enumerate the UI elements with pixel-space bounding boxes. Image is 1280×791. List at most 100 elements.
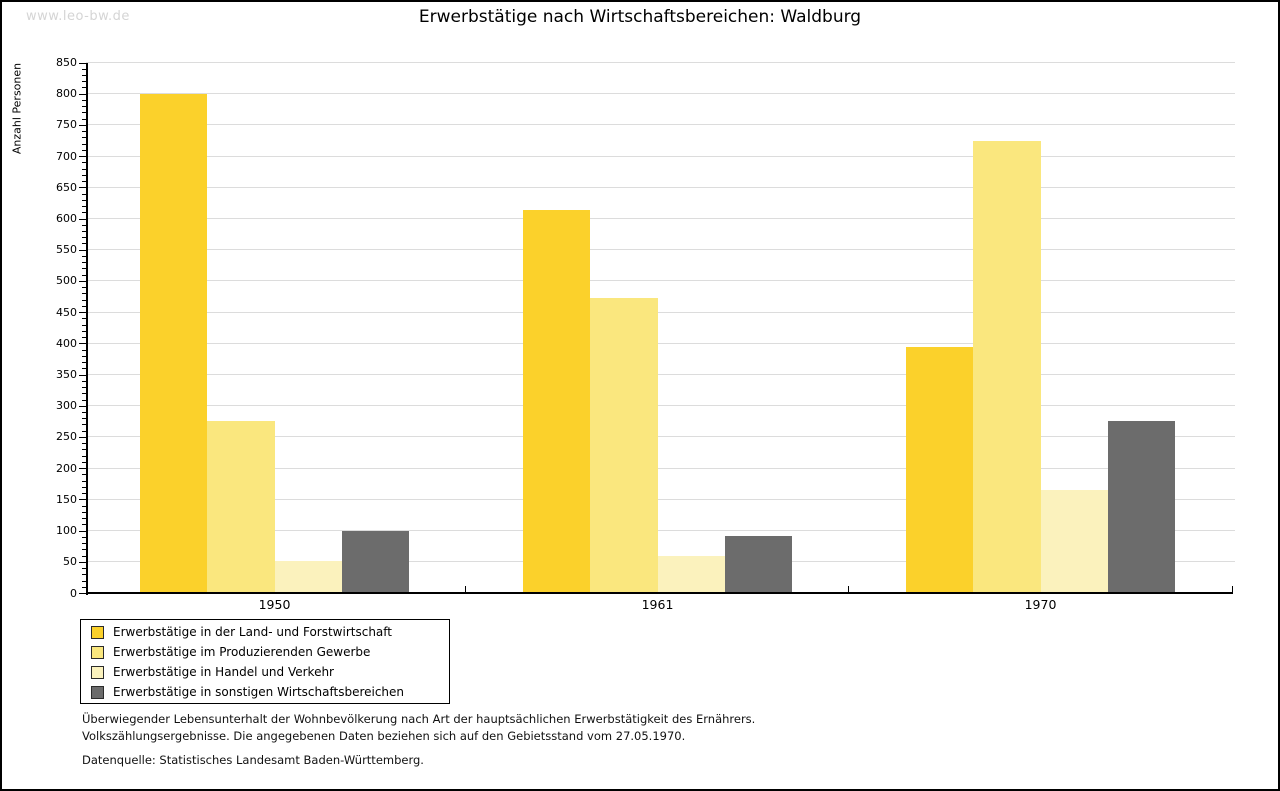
y-minor-tick-630: [82, 199, 86, 201]
gridline-y-750: [86, 124, 1235, 126]
y-tick-label-150: 150: [56, 492, 77, 506]
y-major-tick-350: [79, 374, 86, 376]
gridline-y-650: [86, 186, 1235, 188]
footnote-line-1: Überwiegender Lebensunterhalt der Wohnbe…: [82, 712, 756, 726]
legend-swatch-icon: [91, 666, 104, 679]
bar-1950-series-2: [207, 421, 275, 593]
x-separator-tick-2: [847, 586, 849, 593]
y-minor-tick-680: [82, 168, 86, 170]
y-major-tick-600: [79, 218, 86, 220]
y-major-tick-750: [79, 124, 86, 126]
legend-item-4: Erwerbstätige in sonstigen Wirtschaftsbe…: [81, 683, 449, 703]
y-minor-tick-340: [82, 380, 86, 382]
bar-1961-series-3: [657, 556, 725, 593]
y-minor-tick-380: [82, 355, 86, 357]
y-minor-tick-10: [82, 586, 86, 588]
y-tick-label-650: 650: [56, 180, 77, 194]
y-minor-tick-570: [82, 237, 86, 239]
y-minor-tick-580: [82, 231, 86, 232]
y-major-tick-850: [79, 62, 86, 64]
y-tick-label-300: 300: [56, 399, 77, 413]
legend-label: Erwerbstätige in der Land- und Forstwirt…: [113, 625, 392, 639]
y-minor-tick-460: [82, 305, 86, 307]
gridline-y-600: [86, 218, 1235, 220]
gridline-y-200: [86, 467, 1235, 469]
legend: Erwerbstätige in der Land- und Forstwirt…: [80, 619, 450, 704]
y-minor-tick-80: [82, 543, 86, 545]
x-axis-line: [86, 592, 1233, 594]
y-minor-tick-840: [82, 68, 86, 70]
legend-swatch-icon: [91, 686, 104, 699]
page-title: Erwerbstätige nach Wirtschaftsbereichen:…: [418, 7, 862, 27]
y-minor-tick-60: [82, 555, 86, 557]
y-minor-tick-270: [82, 424, 86, 426]
y-minor-tick-530: [82, 262, 86, 264]
x-separator-tick-3: [1232, 586, 1233, 593]
x-separator-tick-1: [464, 586, 466, 593]
bar-1970-series-4: [1107, 421, 1175, 593]
y-tick-label-550: 550: [56, 243, 77, 257]
y-minor-tick-180: [82, 480, 86, 482]
bar-1950-series-1: [140, 93, 208, 593]
y-minor-tick-110: [82, 524, 86, 526]
y-minor-tick-160: [82, 493, 86, 495]
y-minor-tick-220: [82, 455, 86, 457]
y-minor-tick-610: [82, 212, 86, 214]
gridline-y-850: [86, 62, 1235, 63]
y-minor-tick-710: [82, 149, 86, 151]
legend-item-1: Erwerbstätige in der Land- und Forstwirt…: [81, 623, 449, 643]
y-major-tick-300: [79, 405, 86, 407]
y-tick-label-50: 50: [63, 555, 77, 569]
y-minor-tick-470: [82, 299, 86, 301]
y-minor-tick-490: [82, 287, 86, 289]
y-minor-tick-790: [82, 99, 86, 101]
gridline-y-800: [86, 93, 1235, 95]
y-minor-tick-830: [82, 74, 86, 76]
gridline-y-400: [86, 342, 1235, 344]
y-minor-tick-740: [82, 131, 86, 133]
gridline-y-450: [86, 311, 1235, 313]
y-major-tick-150: [79, 499, 86, 501]
y-minor-tick-30: [82, 574, 86, 576]
y-minor-tick-690: [82, 162, 86, 164]
y-tick-label-700: 700: [56, 149, 77, 163]
y-minor-tick-20: [82, 580, 86, 582]
y-minor-tick-820: [82, 81, 86, 83]
y-tick-label-450: 450: [56, 305, 77, 319]
footnote-line-2: Volkszählungsergebnisse. Die angegebenen…: [82, 729, 686, 743]
y-minor-tick-70: [82, 549, 86, 551]
y-minor-tick-780: [82, 106, 86, 108]
y-major-tick-700: [79, 156, 86, 158]
legend-swatch-icon: [91, 646, 104, 659]
y-minor-tick-430: [82, 324, 86, 326]
y-major-tick-200: [79, 468, 86, 470]
y-minor-tick-410: [82, 337, 86, 339]
y-major-tick-800: [79, 93, 86, 95]
y-minor-tick-360: [82, 368, 86, 370]
y-minor-tick-240: [82, 443, 86, 445]
y-tick-label-0: 0: [70, 586, 77, 600]
footnote-source: Datenquelle: Statistisches Landesamt Bad…: [82, 753, 424, 767]
y-axis-label: Anzahl Personen: [10, 62, 24, 155]
y-major-tick-400: [79, 343, 86, 345]
y-minor-tick-120: [82, 518, 86, 520]
y-minor-tick-660: [82, 181, 86, 183]
y-minor-tick-170: [82, 486, 86, 488]
x-tick-label-1950: 1950: [258, 597, 291, 612]
y-minor-tick-260: [82, 430, 86, 432]
y-minor-tick-590: [82, 224, 86, 226]
y-tick-label-850: 850: [56, 56, 77, 69]
y-major-tick-0: [79, 593, 86, 594]
bar-1961-series-4: [724, 535, 792, 593]
legend-label: Erwerbstätige in sonstigen Wirtschaftsbe…: [113, 685, 405, 699]
bar-1961-series-2: [590, 298, 658, 593]
y-minor-tick-140: [82, 505, 86, 507]
y-minor-tick-390: [82, 349, 86, 351]
y-major-tick-650: [79, 187, 86, 189]
bar-1970-series-1: [906, 347, 974, 593]
y-major-tick-450: [79, 312, 86, 314]
y-tick-label-250: 250: [56, 430, 77, 444]
y-minor-tick-760: [82, 118, 86, 120]
y-minor-tick-330: [82, 387, 86, 389]
